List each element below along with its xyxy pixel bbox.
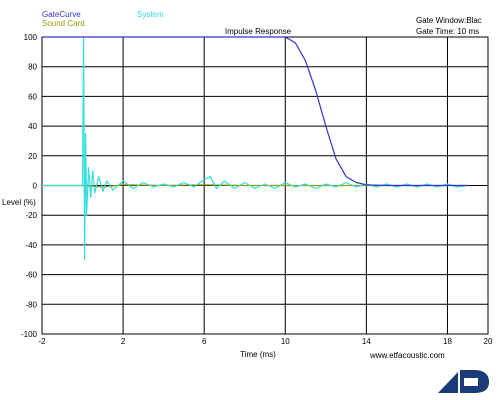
y-tick-label: 40 [28,122,37,131]
chart-title: Impulse Response [225,27,292,36]
legend-system-label: System [137,10,164,19]
x-tick-label: 2 [121,337,126,346]
legend-soundcard-label: Sound Card [42,19,85,28]
x-tick-label: 14 [362,337,371,346]
legend-gatecurve-label: GateCurve [42,10,81,19]
y-tick-label: -20 [25,211,37,220]
series-lines [42,36,468,261]
gate-window-readout: Gate Window:Blac [416,16,482,25]
y-tick-label: 0 [33,182,38,191]
y-tick-label: 80 [28,63,37,72]
gate-time-readout: Gate Time: 10 ms [416,27,480,36]
x-tick-label: 20 [484,337,493,346]
series-line-gatecurve [42,36,468,187]
series-line-system [42,36,468,261]
y-tick-label: 60 [28,92,37,101]
y-tick-label: -60 [25,271,37,280]
y-tick-label: 100 [24,33,38,42]
x-tick-label: 6 [202,337,207,346]
legend-soundcard: Sound Card [42,19,85,29]
x-tick-label: 18 [443,337,452,346]
etf-logo-icon [438,370,489,393]
legend-gatecurve: GateCurve [42,10,81,20]
x-axis-label: Time (ms) [240,350,276,359]
x-tick-label: 10 [281,337,290,346]
x-tick-label: -2 [38,337,46,346]
website-url: www.etfacoustic.com [370,351,445,360]
y-tick-label: -100 [21,330,38,339]
y-tick-label: -40 [25,241,37,250]
y-tick-label: -80 [25,300,37,309]
y-axis-label: Level (%) [2,198,36,207]
y-tick-label: 20 [28,152,37,161]
legend-system: System [137,10,164,20]
